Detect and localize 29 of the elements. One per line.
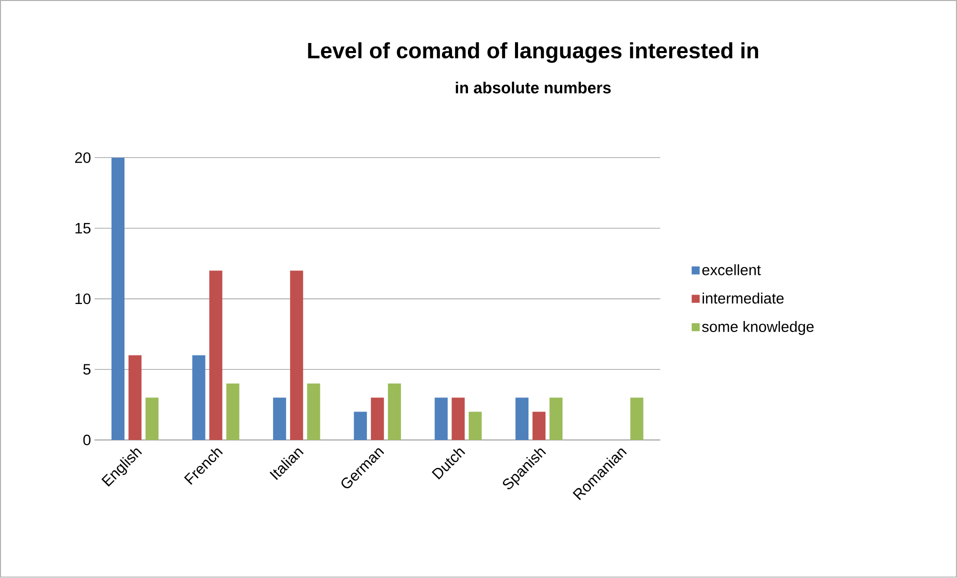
legend-label: excellent: [702, 264, 761, 276]
bar: [209, 270, 222, 440]
chart-subtitle: in absolute numbers: [456, 82, 611, 94]
legend-label: intermediate: [702, 292, 784, 304]
bar: [550, 398, 563, 440]
bar: [370, 398, 384, 440]
bar: [515, 398, 528, 440]
bar: [307, 384, 320, 440]
y-tick-label: 20: [75, 152, 90, 164]
bar: [468, 412, 482, 440]
y-tick-label: 10: [76, 294, 90, 304]
legend-label: some knowledge: [702, 321, 814, 336]
bar: [192, 355, 206, 440]
chart-title: Level of comand of languages interested in: [308, 42, 758, 64]
bar: [354, 412, 367, 440]
bar: [434, 398, 448, 440]
bar: [452, 398, 465, 440]
bar: [226, 384, 240, 440]
y-tick-label: 0: [83, 434, 90, 446]
bar: [146, 398, 159, 440]
bar: [128, 355, 142, 440]
y-tick-label: 5: [83, 364, 90, 375]
bar: [290, 270, 304, 440]
bar: [273, 398, 286, 440]
bar: [630, 398, 644, 440]
y-tick-label: 15: [76, 223, 90, 234]
bar: [111, 158, 124, 440]
bar: [388, 384, 401, 440]
bar: [532, 412, 546, 440]
